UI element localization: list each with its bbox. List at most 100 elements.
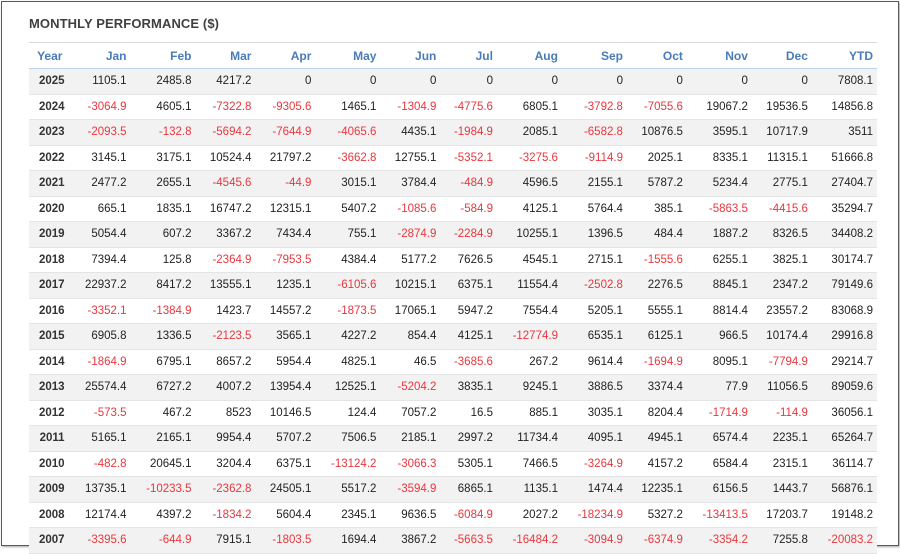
- table-row: 2014 -1864.9 6795.1 8657.2 5954.4 4825.1 46.5-…: [29, 349, 877, 375]
- value-cell: 4596.5: [496, 170, 562, 197]
- value-cell: 7057.2: [380, 400, 441, 426]
- table-row: 2012 -573.5 467.2 8523 10146.5 124.4 7057.2 16.…: [29, 400, 877, 426]
- value-cell: 10717.9: [751, 119, 812, 146]
- value-cell: -1984.9: [440, 119, 497, 146]
- column-header-feb: Feb: [130, 42, 196, 69]
- value-cell: -2502.8: [561, 272, 627, 299]
- value-cell: 7394.4: [70, 247, 131, 273]
- value-cell: -2362.8: [195, 476, 256, 503]
- value-cell: 8095.1: [686, 349, 752, 375]
- column-header-jul: Jul: [440, 42, 497, 69]
- value-cell: 1443.7: [751, 476, 812, 503]
- value-cell: 3565.1: [255, 323, 316, 350]
- value-cell: 6805.1: [496, 94, 562, 120]
- value-cell: -3685.6: [440, 349, 497, 375]
- value-cell: 966.5: [686, 323, 752, 350]
- value-cell: 13735.1: [70, 476, 131, 503]
- value-cell: 4384.4: [315, 247, 381, 273]
- value-cell: 2185.1: [380, 425, 441, 452]
- value-cell: 125.8: [130, 247, 196, 273]
- value-cell: 2165.1: [130, 425, 196, 452]
- year-cell: 2008: [29, 502, 71, 528]
- value-cell: -5204.2: [380, 374, 441, 401]
- value-cell: -2093.5: [70, 119, 131, 146]
- value-cell: -3264.9: [561, 451, 627, 477]
- value-cell: 2235.1: [751, 425, 812, 452]
- value-cell: 12174.4: [70, 502, 131, 528]
- value-cell: 4125.1: [440, 323, 497, 350]
- value-cell: 4545.1: [496, 247, 562, 273]
- value-cell: 6574.4: [686, 425, 752, 452]
- value-cell: 79149.6: [811, 272, 877, 299]
- value-cell: 2027.2: [496, 502, 562, 528]
- value-cell: 12755.1: [380, 145, 441, 171]
- value-cell: 8204.4: [626, 400, 687, 426]
- value-cell: 6125.1: [626, 323, 687, 350]
- value-cell: -1694.9: [626, 349, 687, 375]
- value-cell: 16.5: [440, 400, 497, 426]
- value-cell: 2655.1: [130, 170, 196, 197]
- value-cell: 3145.1: [70, 145, 131, 171]
- value-cell: 2775.1: [751, 170, 812, 197]
- value-cell: 5787.2: [626, 170, 687, 197]
- value-cell: 0: [686, 68, 752, 95]
- value-cell: 5555.1: [626, 298, 687, 324]
- year-cell: 2013: [29, 374, 71, 401]
- year-cell: 2021: [29, 170, 71, 197]
- value-cell: 8814.4: [686, 298, 752, 324]
- value-cell: 14557.2: [255, 298, 316, 324]
- value-cell: 1396.5: [561, 221, 627, 248]
- value-cell: 885.1: [496, 400, 562, 426]
- value-cell: 3835.1: [440, 374, 497, 401]
- value-cell: -584.9: [440, 196, 497, 222]
- value-cell: 65264.7: [811, 425, 877, 452]
- value-cell: 12525.1: [315, 374, 381, 401]
- value-cell: 3867.2: [380, 527, 441, 554]
- column-header-ytd: YTD: [811, 42, 877, 69]
- table-row: 2022 3145.1 3175.1 10524.4 21797.2 -3662.8 127…: [29, 145, 877, 171]
- value-cell: 21797.2: [255, 145, 316, 171]
- value-cell: -7322.8: [195, 94, 256, 120]
- value-cell: 10255.1: [496, 221, 562, 248]
- table-row: 2019 5054.4 607.2 3367.2 7434.4 755.1 -2874.9-…: [29, 221, 877, 248]
- value-cell: 9954.4: [195, 425, 256, 452]
- table-body: 2025 1105.1 2485.8 4217.2 0 0 0 0 0 0 0 0 0 7808.1 202…: [29, 68, 877, 554]
- panel-title: MONTHLY PERFORMANCE ($): [29, 16, 220, 31]
- value-cell: 7554.4: [496, 298, 562, 324]
- value-cell: 4435.1: [380, 119, 441, 146]
- value-cell: 8335.1: [686, 145, 752, 171]
- value-cell: -3395.6: [70, 527, 131, 554]
- value-cell: 36056.1: [811, 400, 877, 426]
- value-cell: 6865.1: [440, 476, 497, 503]
- value-cell: 0: [626, 68, 687, 95]
- value-cell: -484.9: [440, 170, 497, 197]
- value-cell: 385.1: [626, 196, 687, 222]
- value-cell: 23557.2: [751, 298, 812, 324]
- value-cell: -1384.9: [130, 298, 196, 324]
- value-cell: 5407.2: [315, 196, 381, 222]
- value-cell: 7626.5: [440, 247, 497, 273]
- value-cell: 4605.1: [130, 94, 196, 120]
- value-cell: 5177.2: [380, 247, 441, 273]
- year-cell: 2020: [29, 196, 71, 222]
- value-cell: 1835.1: [130, 196, 196, 222]
- value-cell: 6156.5: [686, 476, 752, 503]
- value-cell: 0: [315, 68, 381, 95]
- value-cell: -1555.6: [626, 247, 687, 273]
- table-row: 2025 1105.1 2485.8 4217.2 0 0 0 0 0 0 0 0 0 7808.1: [29, 68, 877, 95]
- value-cell: 19148.2: [811, 502, 877, 528]
- value-cell: 6584.4: [686, 451, 752, 477]
- value-cell: 6375.1: [255, 451, 316, 477]
- value-cell: 5327.2: [626, 502, 687, 528]
- value-cell: -6582.8: [561, 119, 627, 146]
- value-cell: -7953.5: [255, 247, 316, 273]
- value-cell: 10174.4: [751, 323, 812, 350]
- value-cell: 267.2: [496, 349, 562, 375]
- value-cell: 19536.5: [751, 94, 812, 120]
- value-cell: -1714.9: [686, 400, 752, 426]
- value-cell: 10524.4: [195, 145, 256, 171]
- table-row: 2017 22937.2 8417.2 13555.1 1235.1 -6105.6 102…: [29, 272, 877, 299]
- value-cell: -3352.1: [70, 298, 131, 324]
- value-cell: 6255.1: [686, 247, 752, 273]
- value-cell: 5205.1: [561, 298, 627, 324]
